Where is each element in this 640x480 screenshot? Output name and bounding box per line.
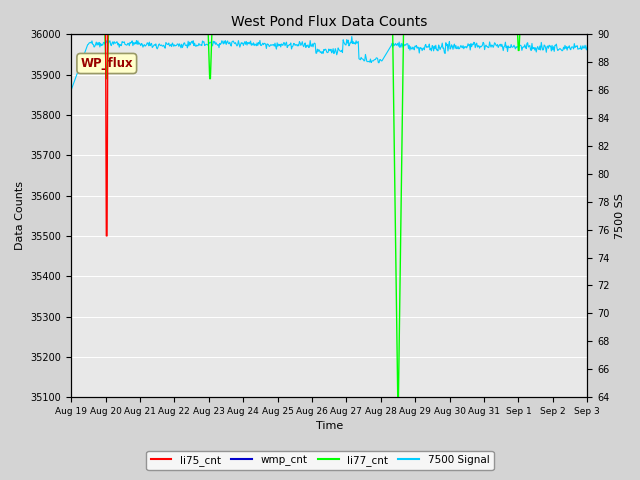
Y-axis label: 7500 SS: 7500 SS [615,193,625,239]
Text: WP_flux: WP_flux [81,57,133,70]
Legend: li75_cnt, wmp_cnt, li77_cnt, 7500 Signal: li75_cnt, wmp_cnt, li77_cnt, 7500 Signal [147,451,493,470]
Y-axis label: Data Counts: Data Counts [15,181,25,250]
X-axis label: Time: Time [316,421,343,432]
Title: West Pond Flux Data Counts: West Pond Flux Data Counts [231,15,428,29]
